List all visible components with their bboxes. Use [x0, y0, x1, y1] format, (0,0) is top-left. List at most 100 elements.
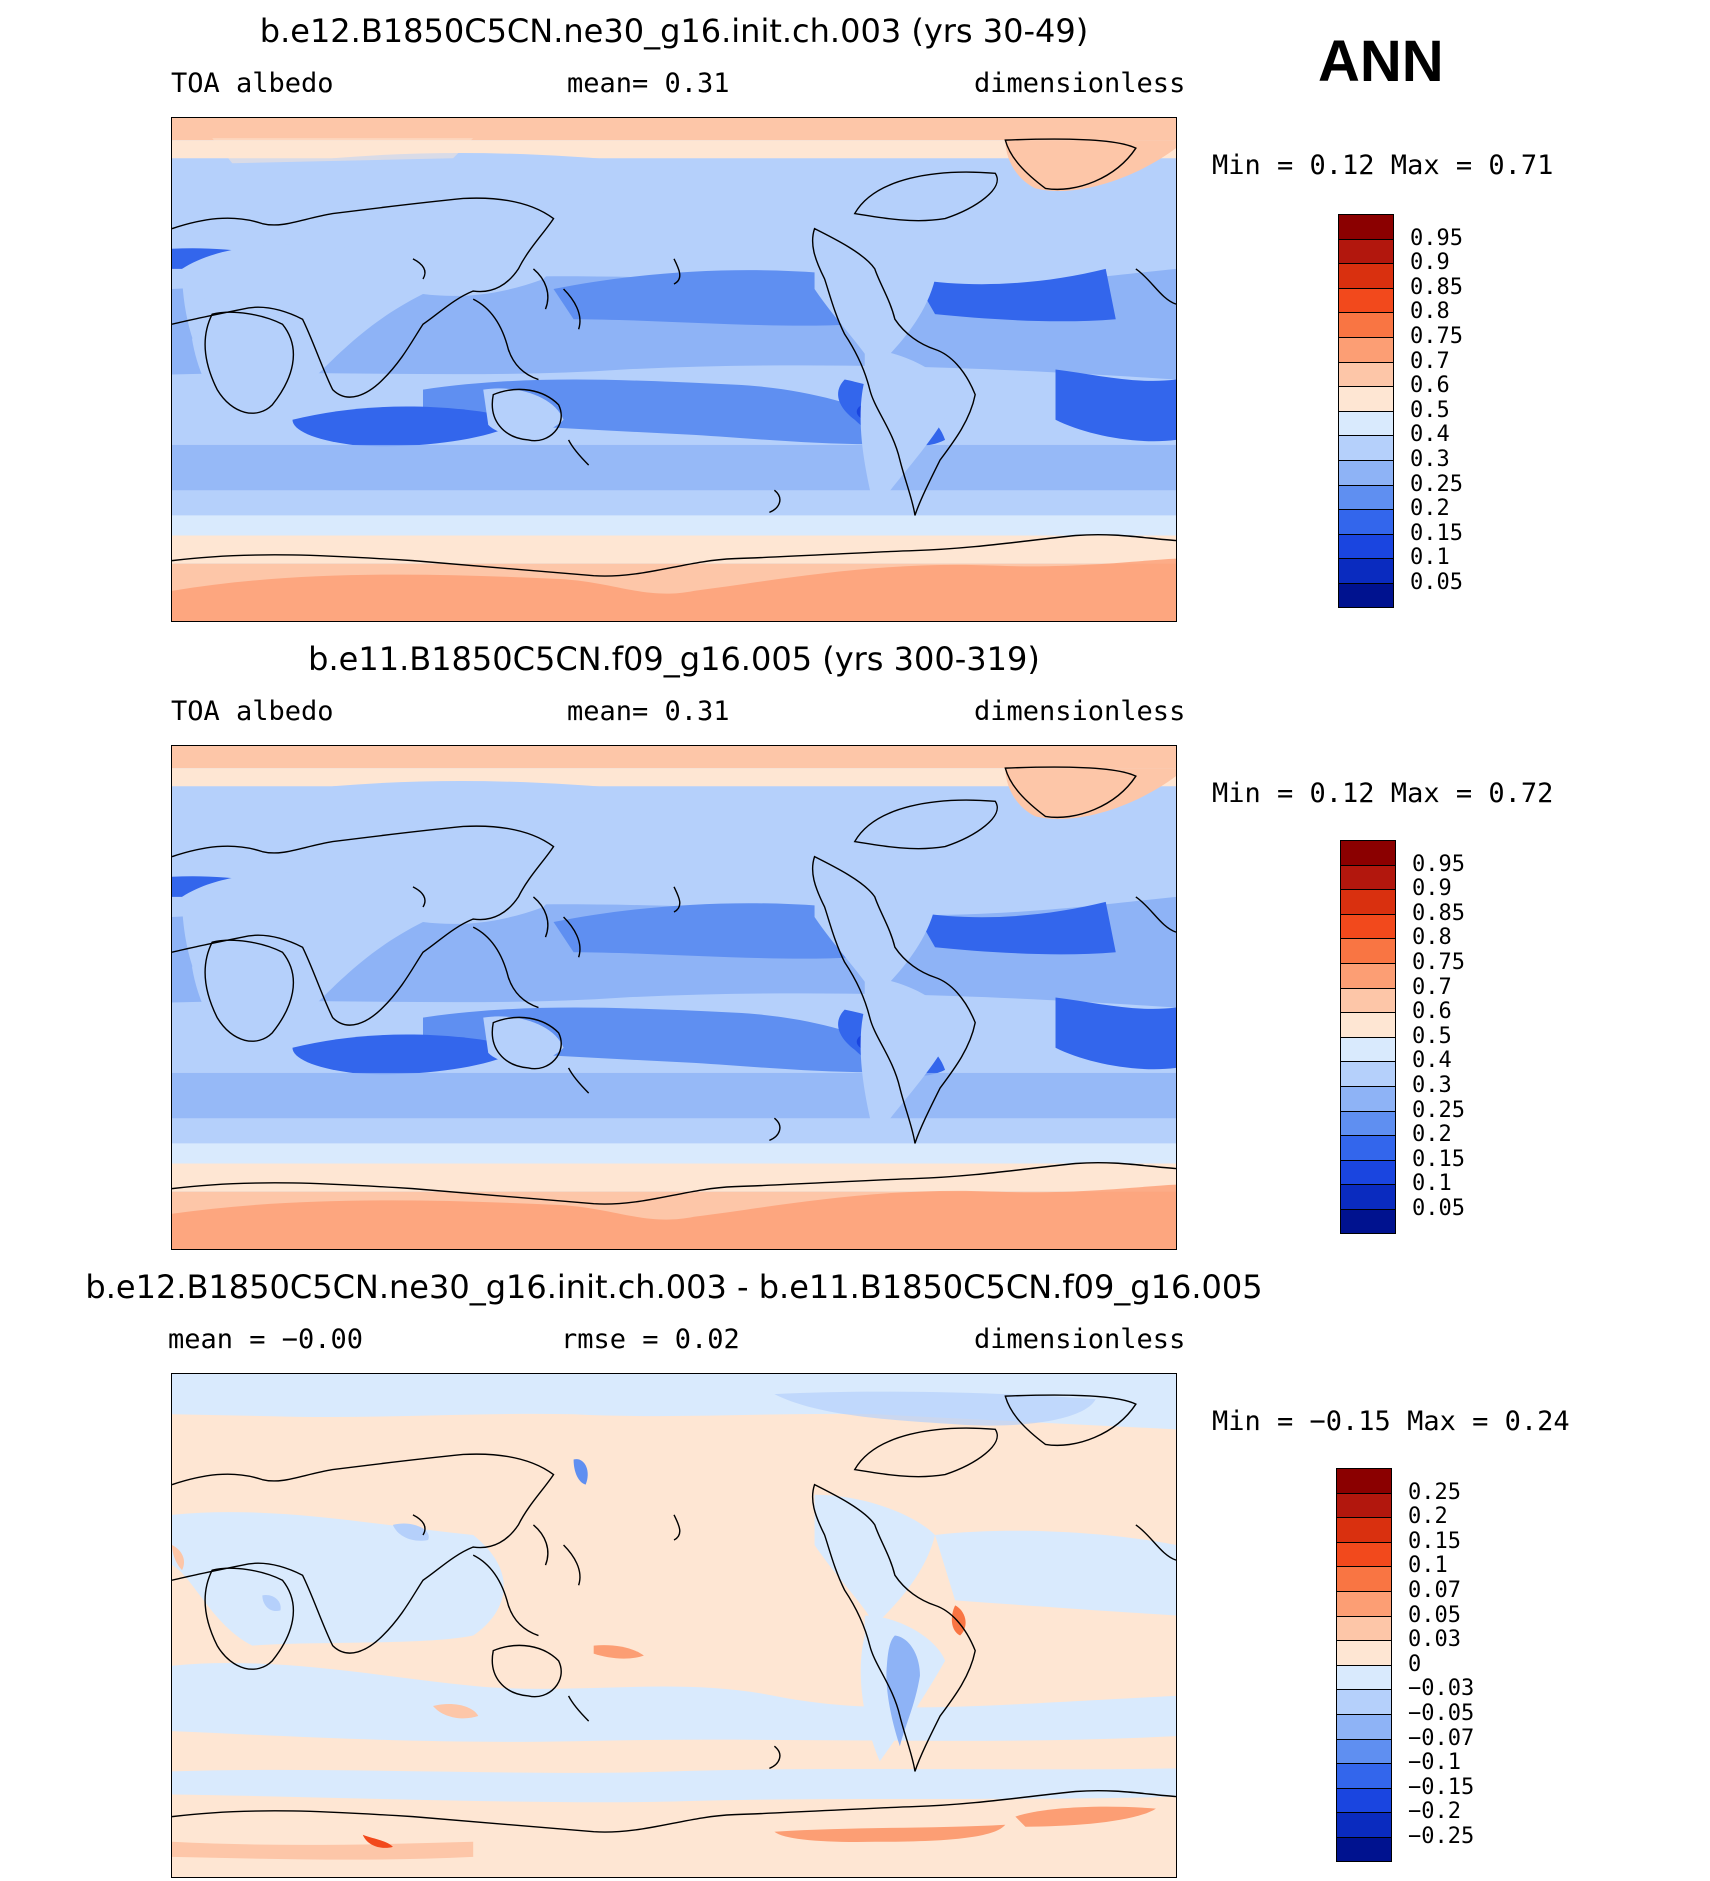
colorbar-swatch: [1336, 1591, 1392, 1616]
panel2-map: [171, 745, 1177, 1250]
colorbar-tick-label: −0.1: [1408, 1750, 1461, 1776]
colorbar-tick-label: 0.75: [1410, 324, 1463, 349]
colorbar-swatch: [1340, 864, 1396, 890]
panel1-minmax: Min = 0.12 Max = 0.71: [1212, 150, 1554, 181]
colorbar-tick-label: 0.3: [1412, 1073, 1452, 1098]
colorbar-tick-label: 0.7: [1410, 348, 1450, 374]
panel2-units-label: dimensionless: [974, 696, 1186, 727]
colorbar-swatch: [1338, 509, 1394, 534]
colorbar-swatch: [1338, 583, 1394, 608]
panel1-map: [171, 117, 1177, 622]
colorbar-tick-label: 0.05: [1408, 1602, 1461, 1628]
colorbar-swatch: [1336, 1787, 1392, 1813]
colorbar-tick-label: 0.95: [1412, 851, 1465, 877]
panel2-minmax: Min = 0.12 Max = 0.72: [1212, 778, 1554, 809]
panel2-variable-label: TOA albedo: [171, 696, 334, 727]
colorbar-tick-label: −0.05: [1408, 1701, 1475, 1726]
colorbar-tick-label: 0.5: [1410, 397, 1450, 423]
colorbar-swatch: [1340, 1012, 1396, 1037]
panel3-rmse-label: rmse = 0.02: [561, 1324, 740, 1355]
colorbar-tick-label: 0.25: [1408, 1479, 1461, 1505]
colorbar-swatch: [1338, 484, 1394, 510]
colorbar-tick-label: 0.2: [1408, 1504, 1448, 1530]
panel1-units-label: dimensionless: [974, 68, 1186, 99]
colorbar-tick-label: 0.15: [1408, 1528, 1461, 1554]
colorbar-swatch: [1336, 1738, 1392, 1764]
colorbar-tick-label: 0.8: [1412, 925, 1452, 951]
colorbar-tick-label: 0.25: [1412, 1097, 1465, 1123]
season-label: ANN: [1318, 29, 1444, 94]
colorbar-tick-label: −0.03: [1408, 1676, 1475, 1702]
colorbar-tick-label: −0.25: [1408, 1824, 1475, 1849]
colorbar-swatch: [1340, 1135, 1396, 1160]
panel3-units-label: dimensionless: [974, 1324, 1186, 1355]
colorbar-tick-label: 0.3: [1410, 447, 1450, 472]
colorbar-tick-label: 0.4: [1410, 422, 1450, 448]
colorbar-tick-label: 0.2: [1412, 1122, 1452, 1148]
colorbar-swatch: [1336, 1640, 1392, 1665]
colorbar-tick-label: 0.95: [1410, 225, 1463, 251]
colorbar-swatch: [1338, 238, 1394, 264]
colorbar-tick-label: 0.25: [1410, 471, 1463, 497]
colorbar-swatch: [1336, 1812, 1392, 1837]
colorbar-tick-label: 0.15: [1412, 1146, 1465, 1172]
panel3-mean-label: mean = −0.00: [168, 1324, 364, 1355]
colorbar-swatch: [1336, 1664, 1392, 1690]
panel1-title: b.e12.B1850C5CN.ne30_g16.init.ch.003 (yr…: [259, 12, 1089, 50]
colorbar-tick-label: 0.75: [1412, 950, 1465, 975]
panel2-mean-label: mean= 0.31: [567, 696, 730, 727]
colorbar-swatch: [1340, 1086, 1396, 1111]
colorbar-swatch: [1340, 1209, 1396, 1234]
panel3-title: b.e12.B1850C5CN.ne30_g16.init.ch.003 - b…: [85, 1268, 1263, 1306]
colorbar-swatch: [1340, 963, 1396, 988]
colorbar-swatch: [1336, 1763, 1392, 1788]
colorbar-tick-label: 0.85: [1412, 900, 1465, 926]
colorbar-swatch: [1340, 938, 1396, 963]
colorbar-tick-label: 0.1: [1412, 1171, 1452, 1197]
colorbar-swatch: [1338, 460, 1394, 485]
panel2-title: b.e11.B1850C5CN.f09_g16.005 (yrs 300-319…: [308, 640, 1040, 678]
colorbar-swatch: [1338, 361, 1394, 387]
colorbar-swatch: [1336, 1689, 1392, 1714]
colorbar-tick-label: −0.15: [1408, 1774, 1475, 1800]
colorbar-swatch: [1340, 1061, 1396, 1086]
colorbar-tick-label: 0.8: [1410, 299, 1450, 325]
colorbar-tick-label: 0.9: [1410, 250, 1450, 276]
colorbar-swatch: [1336, 1837, 1392, 1862]
colorbar-tick-label: 0: [1408, 1651, 1422, 1677]
colorbar-tick-label: 0.05: [1410, 570, 1463, 595]
panel2-map-field: [172, 746, 1176, 1249]
colorbar-swatch: [1336, 1566, 1392, 1591]
colorbar-swatch: [1338, 214, 1394, 239]
colorbar-swatch: [1338, 386, 1394, 411]
colorbar-swatch: [1338, 533, 1394, 559]
colorbar-swatch: [1340, 840, 1396, 865]
panel3-minmax: Min = −0.15 Max = 0.24: [1212, 1406, 1570, 1437]
colorbar-swatch: [1338, 558, 1394, 583]
colorbar-tick-label: 0.05: [1412, 1196, 1465, 1221]
colorbar-swatch: [1336, 1517, 1392, 1542]
colorbar-tick-label: 0.1: [1408, 1553, 1448, 1579]
colorbar-tick-label: 0.15: [1410, 520, 1463, 546]
colorbar-tick-label: 0.6: [1410, 373, 1450, 399]
colorbar-swatch: [1336, 1541, 1392, 1567]
colorbar-tick-label: 0.2: [1410, 496, 1450, 522]
colorbar-swatch: [1338, 287, 1394, 313]
colorbar-swatch: [1336, 1615, 1392, 1641]
colorbar-tick-label: 0.5: [1412, 1023, 1452, 1049]
colorbar-swatch: [1336, 1492, 1392, 1518]
colorbar-swatch: [1336, 1714, 1392, 1739]
colorbar-tick-label: 0.4: [1412, 1048, 1452, 1074]
colorbar-swatch: [1340, 1036, 1396, 1062]
colorbar-swatch: [1340, 889, 1396, 914]
colorbar-tick-label: −0.2: [1408, 1799, 1461, 1825]
colorbar-tick-label: 0.9: [1412, 876, 1452, 902]
panel1-mean-label: mean= 0.31: [567, 68, 730, 99]
colorbar-swatch: [1338, 337, 1394, 362]
colorbar-swatch: [1340, 1184, 1396, 1209]
colorbar-tick-label: 0.6: [1412, 999, 1452, 1025]
colorbar-swatch: [1336, 1468, 1392, 1493]
colorbar-tick-label: 0.07: [1408, 1578, 1461, 1603]
panel1-variable-label: TOA albedo: [171, 68, 334, 99]
panel1-map-field: [172, 118, 1176, 621]
